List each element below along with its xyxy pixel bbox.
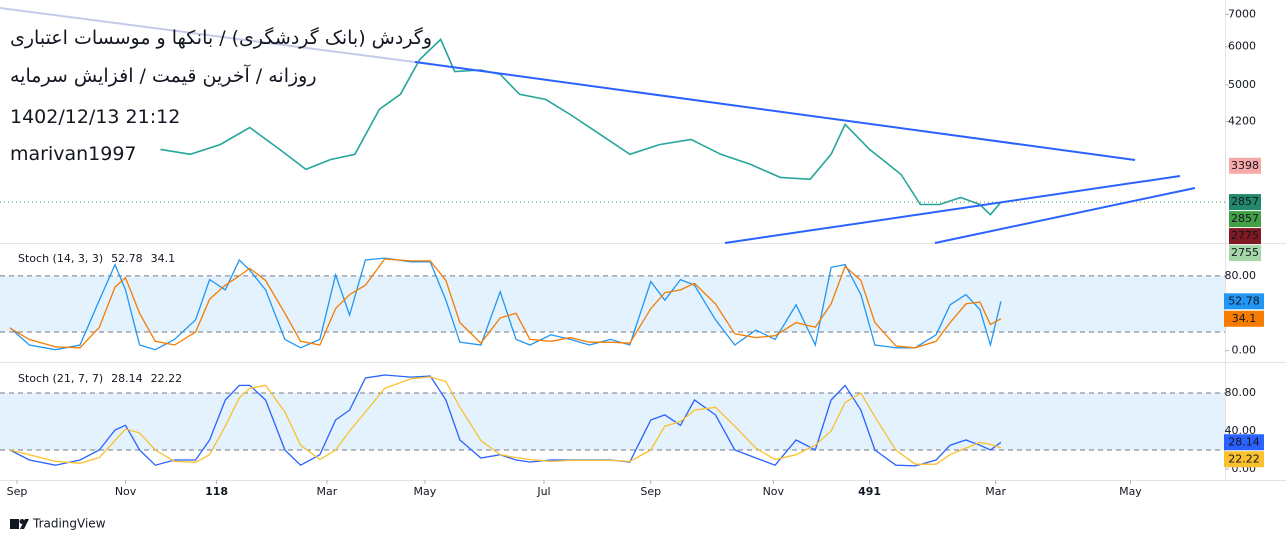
x-tick-label: Sep [640,485,661,498]
legend-value: 28.14 [111,372,143,385]
value-label: 52.78 [1228,294,1260,307]
indicator-title: Stoch (14, 3, 3) [18,252,103,265]
price-label: 2857 [1231,195,1259,208]
indicator-title: Stoch (21, 7, 7) [18,372,103,385]
trend-line [0,7,431,65]
line-series [160,38,1002,216]
x-tick-label: Mar [316,485,337,498]
annotation: 1402/12/13 21:12 [10,106,181,128]
x-tick-label: 118 [205,485,228,498]
x-tick-label: Nov [115,485,137,498]
band-fill [0,393,1225,450]
y-tick-label: 80.00 [1225,269,1257,282]
price-label: 2755 [1231,246,1259,259]
line-series [9,376,1002,465]
x-tick-label: Jul [536,485,550,498]
y-tick-label: 80.00 [1225,386,1257,399]
y-tick-label: 40.00 [1225,424,1257,437]
value-label-box [1224,293,1264,310]
band-fill [0,275,1225,332]
price-label-box [1229,194,1261,211]
x-tick-label: Nov [763,485,785,498]
legend-value: 34.1 [151,252,176,265]
y-tick-label: 7000 [1228,7,1256,20]
logo-mark [10,519,19,529]
subtitle: روزانه / آخرین قیمت / افزایش سرمایه [10,65,317,87]
y-tick-label: 6000 [1228,40,1256,53]
legend-value: 22.22 [151,372,183,385]
trend-line [934,187,1196,244]
x-tick-label: 491 [858,485,881,498]
value-label: 34.1 [1232,312,1257,325]
price-label-box [1229,245,1261,262]
value-label-box [1224,434,1264,451]
price-label-box [1229,157,1261,174]
price-label: 3398 [1231,159,1259,172]
logo-mark [20,519,29,529]
x-tick-label: May [1119,485,1142,498]
price-label: 2857 [1231,212,1259,225]
title: وگردش (بانک گردشگری) / بانکها و موسسات ا… [10,27,433,49]
value-label-box [1224,451,1264,468]
x-tick-label: Sep [7,485,28,498]
price-label-box [1229,228,1261,245]
y-tick-label: 0.00 [1232,344,1257,357]
logo [10,519,29,529]
plot: 7000 6000 5000 4200 3398 2857 2857 2775 2755 80.0… [0,7,1264,498]
value-label: 28.14 [1228,435,1260,448]
price-label-box [1229,211,1261,228]
price-label: 2775 [1231,229,1259,242]
y-tick-label: 4200 [1228,114,1256,127]
x-tick-label: May [414,485,437,498]
y-tick-label: 5000 [1228,78,1256,91]
trend-line [724,175,1181,244]
legend-value: 52.78 [111,252,143,265]
value-label-box [1224,310,1264,327]
value-label: 22.22 [1228,452,1260,465]
annotation: marivan1997 [10,143,137,165]
trend-line [414,61,1136,161]
line-series [9,258,1002,349]
brand: TradingView [32,517,106,531]
x-tick-label: Mar [985,485,1006,498]
